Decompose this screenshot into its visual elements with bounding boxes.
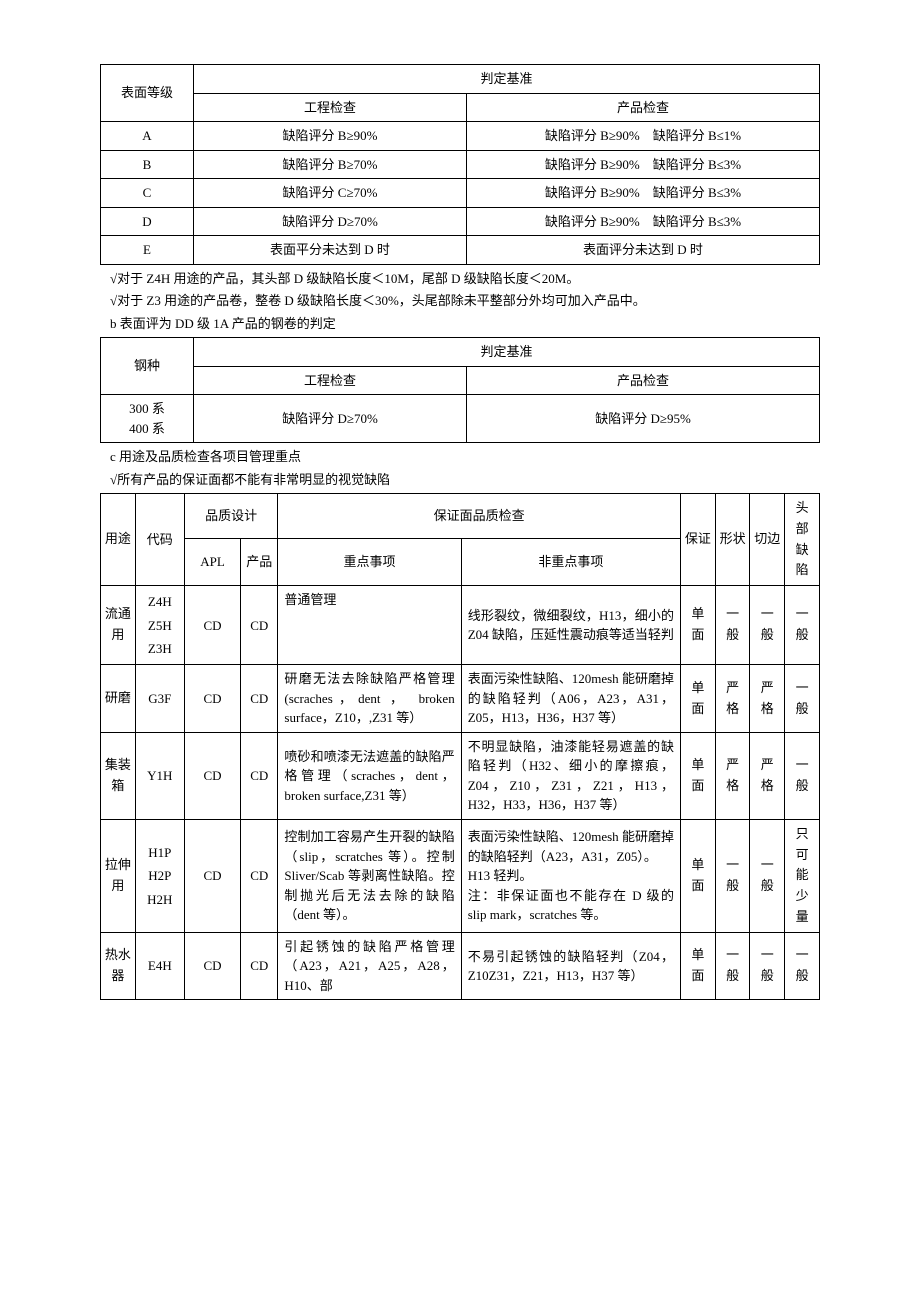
col-criteria: 判定基准 — [194, 338, 820, 367]
col-guarantee: 保证 — [680, 494, 715, 586]
col-shape: 形状 — [715, 494, 750, 586]
col-apl: APL — [184, 539, 240, 586]
col-nonkey: 非重点事项 — [461, 539, 680, 586]
col-surface-check: 保证面品质检查 — [278, 494, 681, 539]
col-product: 产品检查 — [467, 366, 820, 395]
table-row: 集装 箱 Y1H CD CD 喷砂和喷漆无法遮盖的缺陷严格管理（scraches… — [101, 732, 820, 819]
col-product: 产品检查 — [467, 93, 820, 122]
col-surface-grade: 表面等级 — [101, 65, 194, 122]
col-product: 产品 — [241, 539, 278, 586]
col-edge: 切边 — [750, 494, 785, 586]
note-guarantee: √所有产品的保证面都不能有非常明显的视觉缺陷 — [110, 470, 820, 490]
col-steel: 钢种 — [101, 338, 194, 395]
table-row: A 缺陷评分 B≥90% 缺陷评分 B≥90% 缺陷评分 B≤1% — [101, 122, 820, 151]
steel-cell: 300 系 400 系 — [101, 395, 194, 443]
col-use: 用途 — [101, 494, 136, 586]
col-criteria: 判定基准 — [194, 65, 820, 94]
col-head-defect: 头 部 缺 陷 — [785, 494, 820, 586]
table-row: 研磨 G3F CD CD 研磨无法去除缺陷严格管理(scraches，dent … — [101, 665, 820, 733]
col-key: 重点事项 — [278, 539, 461, 586]
table-row: E 表面平分未达到 D 时 表面评分未达到 D 时 — [101, 236, 820, 265]
note-dd1a: b 表面评为 DD 级 1A 产品的钢卷的判定 — [110, 314, 820, 334]
table-row: D 缺陷评分 D≥70% 缺陷评分 B≥90% 缺陷评分 B≤3% — [101, 207, 820, 236]
table-row: C 缺陷评分 C≥70% 缺陷评分 B≥90% 缺陷评分 B≤3% — [101, 179, 820, 208]
table-row: 热水 器 E4H CD CD 引起锈蚀的缺陷严格管理（A23，A21，A25，A… — [101, 932, 820, 1000]
col-quality-design: 品质设计 — [184, 494, 278, 539]
table-row: 流通 用 Z4H Z5H Z3H CD CD 普通管理 线形裂纹，微细裂纹，H1… — [101, 586, 820, 665]
steel-grade-table: 钢种 判定基准 工程检查 产品检查 300 系 400 系 缺陷评分 D≥70%… — [100, 337, 820, 443]
note-c: c 用途及品质检查各项目管理重点 — [110, 447, 820, 467]
col-code: 代码 — [135, 494, 184, 586]
table-row: 300 系 400 系 缺陷评分 D≥70% 缺陷评分 D≥95% — [101, 395, 820, 443]
head-defect-multi: 只可能少量 — [785, 819, 820, 932]
surface-grade-table: 表面等级 判定基准 工程检查 产品检查 A 缺陷评分 B≥90% 缺陷评分 B≥… — [100, 64, 820, 265]
usage-quality-table: 用途 代码 品质设计 保证面品质检查 保证 形状 切边 头 部 缺 陷 APL … — [100, 493, 820, 1000]
table-row: B 缺陷评分 B≥70% 缺陷评分 B≥90% 缺陷评分 B≤3% — [101, 150, 820, 179]
note-z3: √对于 Z3 用途的产品卷，整卷 D 级缺陷长度＜30%，头尾部除未平整部分外均… — [110, 291, 820, 311]
table-row: 拉伸 用 H1P H2P H2H CD CD 控制加工容易产生开裂的缺陷（sli… — [101, 819, 820, 932]
col-engineering: 工程检查 — [194, 93, 467, 122]
note-z4h: √对于 Z4H 用途的产品，其头部 D 级缺陷长度＜10M，尾部 D 级缺陷长度… — [110, 269, 820, 289]
col-engineering: 工程检查 — [194, 366, 467, 395]
